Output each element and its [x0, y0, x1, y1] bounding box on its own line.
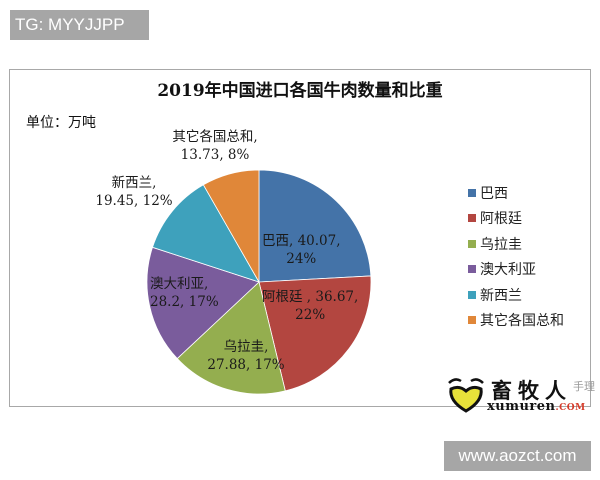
pie-slice-others [202, 169, 260, 284]
pie-slice-uruguay [176, 281, 286, 395]
legend-item-uruguay: 乌拉圭 [468, 231, 564, 257]
legend-swatch [468, 214, 476, 223]
watermark-bottom: www.aozct.com [444, 441, 591, 471]
logo-chinese-text: 畜牧人 [491, 378, 572, 403]
logo-faint-text: 手理 [573, 380, 595, 393]
pie-slice-new-zealand [152, 184, 260, 283]
pie-slice-brazil [258, 169, 372, 283]
legend-swatch [468, 239, 476, 248]
unit-label: 单位：万吨 [26, 115, 96, 131]
slice-label-australia: 澳大利亚, 28.2, 17% [150, 276, 219, 310]
pie-slice-australia [146, 246, 260, 360]
legend-item-new-zealand: 新西兰 [468, 282, 564, 308]
chart-legend: 巴西 阿根廷 乌拉圭 澳大利亚 新西兰 其它各国总和 [468, 180, 564, 333]
xumuren-logo: 畜牧人 手理 xumuren.COM [445, 375, 595, 415]
watermark-top: TG: MYYJJPP [10, 10, 149, 40]
pie-slice-argentina [258, 275, 372, 392]
legend-swatch [468, 188, 476, 197]
legend-swatch [468, 290, 476, 299]
logo-english-text: xumuren.COM [487, 399, 586, 414]
legend-item-argentina: 阿根廷 [468, 206, 564, 232]
legend-item-australia: 澳大利亚 [468, 257, 564, 283]
slice-label-brazil: 巴西, 40.07, 24% [262, 233, 341, 267]
chart-title: 2019年中国进口各国牛肉数量和比重 [157, 81, 443, 101]
heart-face-icon [448, 378, 484, 413]
legend-item-others: 其它各国总和 [468, 308, 564, 334]
slice-label-uruguay: 乌拉圭, 27.88, 17% [207, 339, 285, 373]
legend-swatch [468, 316, 476, 325]
legend-item-brazil: 巴西 [468, 180, 564, 206]
slice-label-argentina: 阿根廷 , 36.67, 22% [262, 289, 359, 323]
legend-swatch [468, 265, 476, 274]
slice-label-new-zealand: 新西兰, 19.45, 12% [95, 175, 173, 209]
slice-label-others: 其它各国总和, 13.73, 8% [172, 129, 258, 163]
